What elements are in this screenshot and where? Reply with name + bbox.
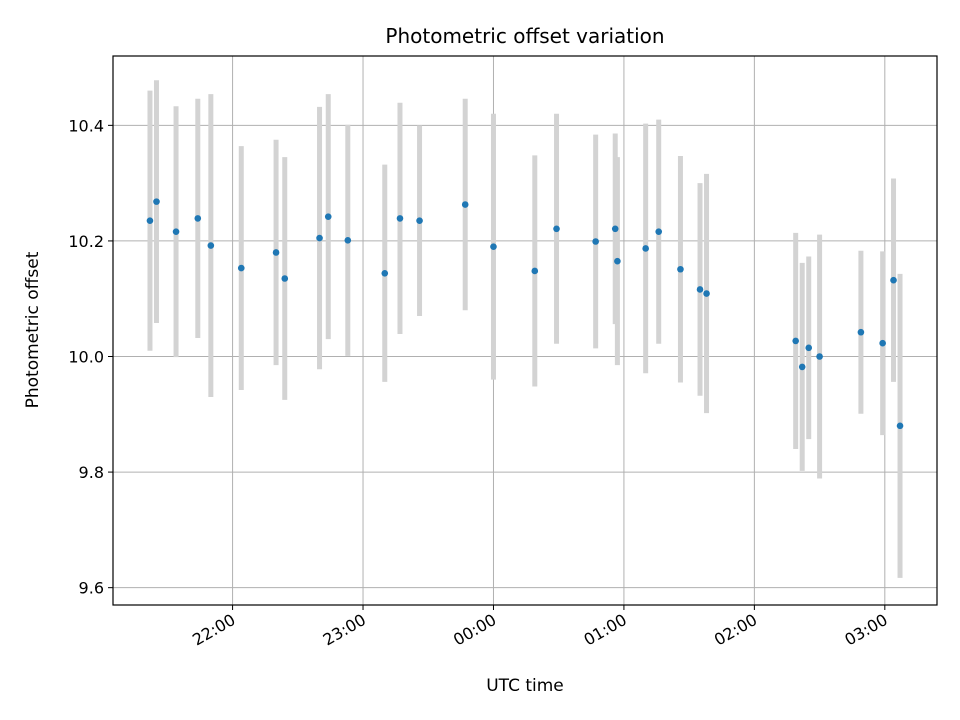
data-point — [655, 228, 663, 235]
data-point — [316, 234, 323, 242]
data-point — [237, 264, 245, 272]
data-point — [207, 242, 215, 249]
data-point — [381, 269, 389, 277]
data-points — [146, 198, 904, 430]
y-tick-label: 10.2 — [68, 232, 104, 251]
data-point — [324, 213, 332, 220]
y-tick-label: 10.0 — [68, 348, 104, 367]
data-point — [805, 344, 813, 352]
y-tick-label: 9.6 — [79, 579, 104, 598]
data-point — [857, 328, 865, 336]
data-point — [592, 238, 599, 245]
data-point — [890, 276, 897, 284]
data-point — [146, 217, 154, 224]
data-point — [696, 286, 704, 293]
data-point — [677, 265, 684, 273]
data-point — [798, 363, 806, 371]
data-point — [896, 422, 904, 430]
data-point — [281, 275, 289, 282]
y-tick-label: 9.8 — [79, 463, 104, 482]
data-point — [172, 228, 180, 235]
data-point — [461, 201, 469, 208]
y-axis: 9.6 9.8 10.0 10.2 10.4 — [68, 116, 113, 598]
data-point — [553, 225, 560, 233]
y-axis-title: Photometric offset — [23, 251, 43, 408]
data-point — [816, 353, 823, 360]
data-point — [611, 225, 619, 233]
x-axis-title: UTC time — [486, 676, 564, 696]
data-point — [416, 217, 423, 224]
data-point — [344, 237, 352, 244]
data-point — [153, 198, 160, 205]
plot-frame — [112, 55, 938, 606]
data-point — [194, 215, 202, 222]
data-point — [396, 215, 404, 222]
data-point — [272, 249, 280, 256]
grid — [113, 56, 937, 605]
data-point — [792, 337, 799, 345]
data-point — [614, 257, 621, 265]
data-point — [642, 245, 649, 252]
y-tick-label: 10.4 — [68, 116, 104, 135]
chart-title: Photometric offset variation — [385, 24, 664, 48]
data-point — [703, 290, 710, 297]
data-point — [879, 339, 886, 347]
data-point — [531, 267, 539, 275]
data-point — [490, 243, 497, 251]
